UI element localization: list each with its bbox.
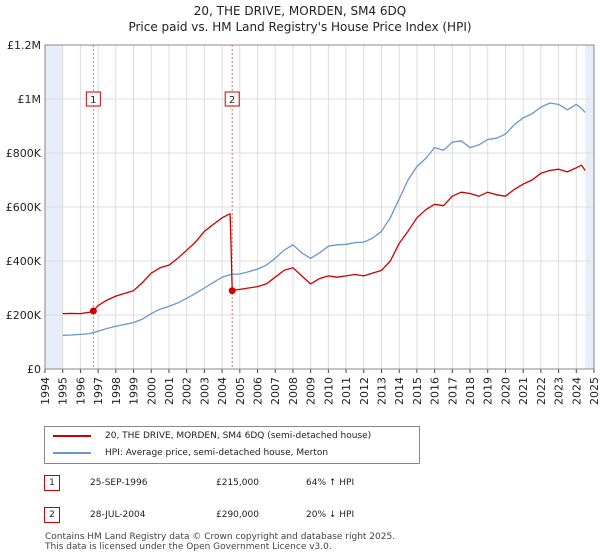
- x-tick-label: 1998: [110, 377, 123, 405]
- x-tick-label: 2017: [446, 377, 459, 405]
- sale-date: 28-JUL-2004: [90, 510, 146, 520]
- x-tick-label: 1999: [128, 377, 141, 405]
- x-tick-label: 2008: [287, 377, 300, 405]
- chart-subtitle: Price paid vs. HM Land Registry's House …: [128, 20, 471, 34]
- x-tick-label: 2007: [269, 377, 282, 405]
- sale-point: [89, 307, 97, 315]
- x-tick-label: 2022: [535, 377, 548, 405]
- sale-marker-label: 1: [90, 95, 96, 106]
- x-tick-label: 2015: [411, 377, 424, 405]
- sale-number-badge: 1: [44, 475, 60, 491]
- x-tick-label: 2000: [145, 377, 158, 405]
- sale-hpi-diff: 20% ↓ HPI: [306, 510, 355, 520]
- price-chart: 20, THE DRIVE, MORDEN, SM4 6DQ Price pai…: [6, 4, 600, 405]
- x-tick-label: 2021: [517, 377, 530, 405]
- sale-marker-box: [224, 91, 240, 107]
- x-tick-label: 2006: [252, 377, 265, 405]
- footer-line-1: Contains HM Land Registry data © Crown c…: [45, 532, 396, 542]
- x-tick-label: 2023: [553, 377, 566, 405]
- sale-number-badge: 2: [44, 507, 60, 523]
- x-tick-label: 2011: [340, 377, 353, 405]
- sale-hpi-diff: 64% ↑ HPI: [306, 478, 355, 488]
- sale-price: £290,000: [216, 510, 259, 520]
- x-tick-label: 2020: [499, 377, 512, 405]
- footer: Contains HM Land Registry data © Crown c…: [45, 532, 395, 552]
- y-tick-label: £1M: [18, 93, 42, 106]
- legend-swatch-hpi: [53, 452, 91, 454]
- x-tick-label: 2004: [216, 377, 229, 405]
- sale-marker-label: 2: [229, 95, 235, 106]
- x-tick-label: 2005: [234, 377, 247, 405]
- plot-border: [44, 44, 595, 370]
- legend-swatch-property: [53, 435, 91, 437]
- x-tick-label: 1995: [57, 377, 70, 405]
- x-tick-label: 2001: [163, 377, 176, 405]
- x-tick-label: 1996: [74, 377, 87, 405]
- x-tick-label: 2014: [393, 377, 406, 405]
- sale-price: £215,000: [216, 478, 259, 488]
- x-tick-label: 2003: [198, 377, 211, 405]
- y-tick-label: £600K: [6, 201, 42, 214]
- x-tick-label: 1997: [92, 377, 105, 405]
- chart-title: 20, THE DRIVE, MORDEN, SM4 6DQ: [194, 4, 407, 18]
- x-tick-label: 2010: [322, 377, 335, 405]
- x-tick-label: 2009: [305, 377, 318, 405]
- y-tick-label: £800K: [6, 147, 42, 160]
- x-tick-label: 2013: [375, 377, 388, 405]
- x-tick-label: 2016: [429, 377, 442, 405]
- legend-label-hpi: HPI: Average price, semi-detached house,…: [105, 448, 329, 458]
- sale-point: [228, 287, 236, 295]
- x-tick-label: 2019: [482, 377, 495, 405]
- sale-marker-box: [85, 91, 101, 107]
- x-tick-label: 2024: [570, 377, 583, 405]
- hpi-line: [62, 102, 586, 336]
- x-tick-label: 2018: [464, 377, 477, 405]
- x-tick-label: 2025: [588, 377, 600, 405]
- sale-date: 25-SEP-1996: [90, 478, 148, 488]
- footer-line-2: This data is licensed under the Open Gov…: [45, 542, 332, 552]
- y-tick-label: £200K: [6, 309, 42, 322]
- legend-label-property: 20, THE DRIVE, MORDEN, SM4 6DQ (semi-det…: [105, 431, 372, 441]
- property-price-line: [62, 164, 586, 315]
- y-tick-label: £0: [27, 363, 41, 376]
- y-tick-label: £1.2M: [7, 39, 41, 52]
- x-tick-label: 2002: [181, 377, 194, 405]
- x-tick-label: 2012: [358, 377, 371, 405]
- legend: 20, THE DRIVE, MORDEN, SM4 6DQ (semi-det…: [44, 426, 420, 464]
- x-tick-label: 1994: [39, 377, 52, 405]
- y-tick-label: £400K: [6, 255, 42, 268]
